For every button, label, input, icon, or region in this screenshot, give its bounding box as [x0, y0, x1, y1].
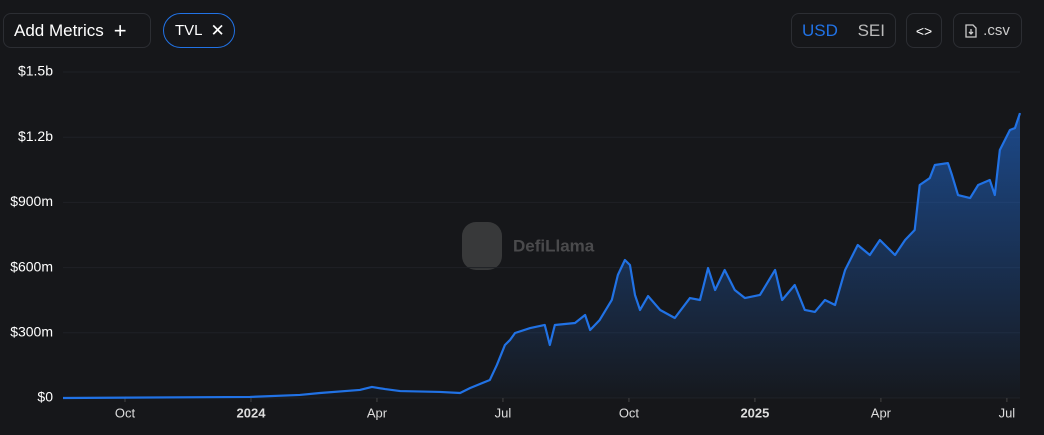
watermark-logo: [462, 222, 502, 270]
add-metrics-button[interactable]: Add Metrics +: [3, 13, 151, 48]
currency-toggle: USD SEI: [791, 13, 896, 48]
embed-button[interactable]: <>: [906, 13, 942, 48]
csv-button[interactable]: .csv: [953, 13, 1022, 48]
y-tick-label: $1.2b: [18, 128, 53, 144]
add-metrics-label: Add Metrics: [14, 20, 104, 40]
download-icon: [965, 23, 977, 38]
y-tick-label: $1.5b: [18, 63, 53, 79]
x-tick-label: Jul: [999, 405, 1016, 420]
y-tick-label: $600m: [10, 258, 53, 274]
close-icon[interactable]: ✕: [210, 20, 225, 40]
x-tick-label: Apr: [871, 405, 892, 420]
currency-option[interactable]: USD: [802, 20, 838, 40]
area: [63, 113, 1020, 399]
y-tick-label: $900m: [10, 193, 53, 209]
watermark-text: DefiLlama: [513, 236, 595, 255]
metric-chip-label: TVL: [175, 22, 203, 39]
x-tick-label: 2025: [740, 405, 769, 420]
currency-option[interactable]: SEI: [857, 20, 885, 40]
x-tick-label: Oct: [619, 405, 640, 420]
y-tick-label: $0: [37, 389, 53, 405]
metric-chip[interactable]: TVL ✕: [163, 13, 235, 48]
x-tick-label: Oct: [115, 405, 136, 420]
x-tick-label: Jul: [495, 405, 512, 420]
x-tick-label: 2024: [237, 405, 267, 420]
line: [62, 112, 1022, 400]
csv-label: .csv: [983, 22, 1010, 39]
watermark: DefiLlama: [462, 222, 595, 270]
x-tick-label: Apr: [367, 405, 388, 420]
y-tick-label: $300m: [10, 324, 53, 340]
plus-icon: +: [113, 17, 127, 43]
